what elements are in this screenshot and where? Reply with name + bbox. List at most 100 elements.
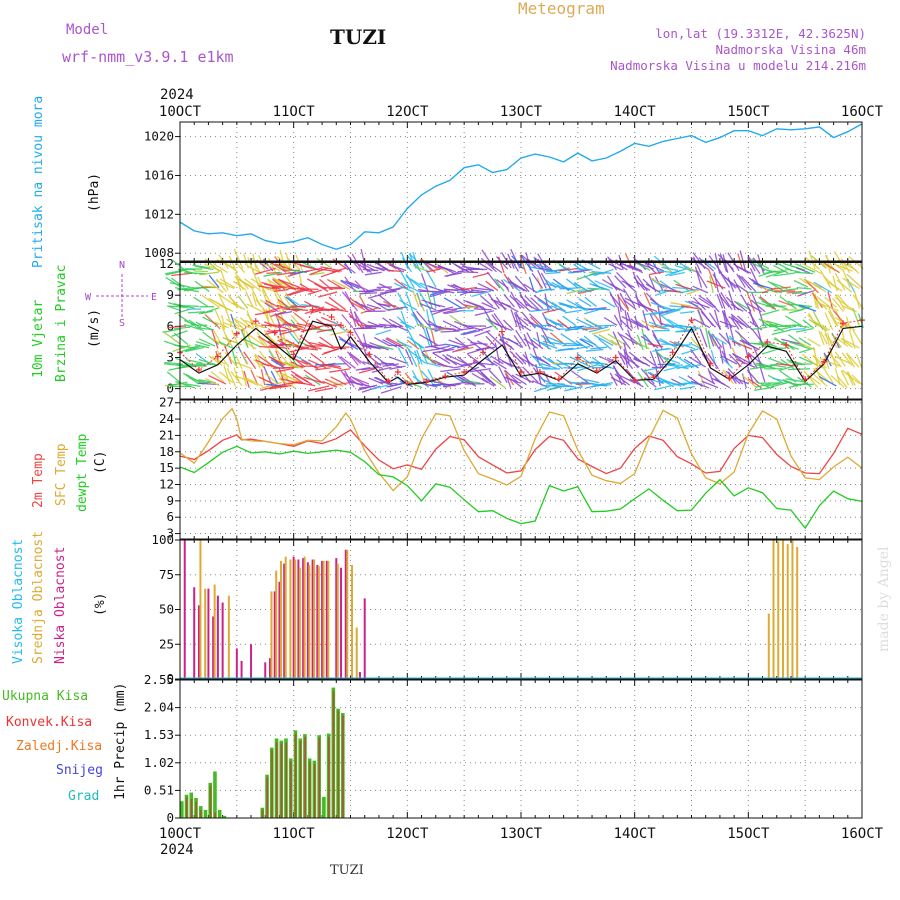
wind-arrow (270, 370, 279, 385)
wind-arrow (648, 271, 665, 276)
precip-conv-bar (313, 763, 316, 818)
wind-arrow (446, 354, 466, 365)
wind-arrow (795, 327, 813, 333)
wind-arrow (559, 287, 582, 290)
wind-gust-marker (233, 330, 240, 337)
wind-arrow (648, 321, 670, 331)
wind-arrow (752, 326, 768, 330)
wind-arrow (348, 313, 364, 330)
wind-arrow (779, 295, 797, 310)
y-tick-label: 24 (159, 411, 174, 426)
wind-arrow (529, 352, 544, 368)
wind-arrow (166, 371, 182, 384)
wind-arrow (361, 366, 379, 371)
wind-arrow (842, 277, 860, 290)
wind-arrow (163, 340, 185, 349)
y-tick-label: 6 (166, 509, 174, 524)
wind-arrow (277, 310, 293, 315)
wind-arrow (315, 318, 330, 328)
wind-arrow (523, 283, 538, 294)
wind-arrow (846, 273, 864, 290)
wind-arrow (594, 307, 611, 311)
wind-arrow (417, 363, 425, 383)
wind-arrow (503, 319, 514, 331)
wind-arrow (827, 351, 842, 368)
wind-arrow (480, 372, 497, 387)
wind-arrow (847, 371, 856, 386)
wind-arrow (824, 296, 837, 308)
wind-arrow (714, 253, 721, 274)
wind-arrow (231, 350, 238, 366)
wind-arrow (763, 270, 784, 275)
wind-arrow (168, 305, 188, 308)
wind-arrow (412, 290, 420, 308)
wind-gust-marker (394, 369, 401, 376)
wind-arrow (450, 284, 470, 292)
wind-arrow (719, 295, 730, 308)
wind-arrow (682, 364, 702, 369)
wind-arrow (773, 325, 796, 332)
wind-arrow (365, 287, 382, 292)
wind-arrow (427, 291, 433, 309)
wind-arrow (721, 357, 733, 369)
wind-arrow (375, 376, 394, 387)
wind-arrow (533, 294, 552, 309)
wind-arrow (304, 344, 322, 350)
wind-arrow (793, 279, 809, 288)
wind-arrow (633, 340, 650, 350)
wind-arrow (579, 338, 594, 348)
wind-arrow (657, 305, 663, 326)
wind-arrow (705, 297, 720, 313)
wind-arrow (428, 302, 446, 308)
wind-arrow (755, 380, 771, 389)
wind-arrow (510, 309, 518, 328)
precip-conv-bar (309, 761, 311, 818)
wind-arrow (670, 302, 692, 307)
wind-arrow (373, 336, 390, 347)
wind-arrow (530, 308, 551, 312)
wind-arrow (472, 361, 494, 366)
wind-arrow (173, 332, 189, 346)
wind-arrow (254, 354, 261, 369)
wind-arrow (770, 381, 791, 388)
x-tick-label-top: 15OCT (727, 104, 770, 120)
wind-arrow (509, 280, 528, 292)
wind-arrow (591, 356, 605, 367)
wind-arrow (698, 257, 715, 272)
wind-arrow (455, 346, 474, 352)
wind-arrow (284, 321, 304, 329)
temp-unit-label: (C) (93, 451, 108, 474)
wind-arrow (348, 353, 359, 366)
product-title: Meteogram (518, 0, 605, 18)
wind-arrow (237, 295, 249, 309)
year-top: 2024 (160, 87, 194, 103)
wind-arrow (211, 329, 219, 349)
wind-arrow (235, 355, 243, 369)
x-tick-label-bottom: 16OCT (841, 826, 884, 842)
wind-arrow (320, 271, 336, 278)
wind-arrow (340, 280, 357, 292)
wind-arrow (387, 269, 405, 273)
wind-arrow (622, 355, 640, 368)
wind-arrow (485, 335, 498, 349)
wind-arrow (205, 377, 220, 387)
wind-arrow (481, 377, 495, 387)
wind-arrow (643, 261, 664, 272)
y-tick-label: 50 (159, 602, 174, 617)
wind-arrow (330, 330, 351, 336)
wind-arrow (661, 309, 681, 317)
wind-gust-marker (290, 351, 297, 358)
wind-arrow (515, 329, 527, 347)
wind-arrow (380, 361, 403, 369)
wind-arrow (525, 303, 539, 312)
wind-arrow (347, 333, 354, 350)
wind-compass: N S W E (85, 260, 157, 329)
wind-arrow (274, 292, 285, 313)
wind-arrow (438, 306, 454, 312)
wind-arrow (750, 299, 766, 313)
wind-arrow (331, 267, 347, 273)
wind-arrow (472, 359, 487, 369)
wind-gust-marker (688, 317, 695, 324)
wind-arrow (466, 300, 486, 310)
wind-arrow (244, 278, 262, 292)
